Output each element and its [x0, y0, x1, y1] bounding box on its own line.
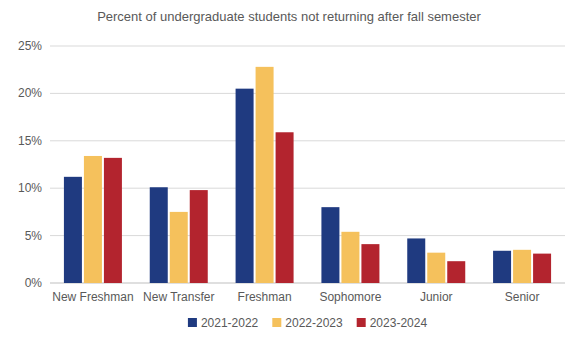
grid-line — [50, 46, 565, 47]
category-label: New Freshman — [52, 290, 133, 304]
bar — [256, 67, 274, 283]
bar — [84, 156, 102, 283]
legend-label: 2021-2022 — [201, 316, 259, 330]
tick-label: 10% — [18, 181, 42, 195]
bar — [533, 254, 551, 283]
legend-swatch — [272, 318, 281, 327]
grid-line — [50, 188, 565, 189]
grid-line — [50, 93, 565, 94]
tick-label: 20% — [18, 86, 42, 100]
legend-label: 2022-2023 — [285, 316, 343, 330]
bar — [493, 251, 511, 283]
bar — [170, 212, 188, 283]
tick-label: 25% — [18, 39, 42, 53]
bar — [341, 232, 359, 283]
legend: 2021-2022 2022-2023 2023-2024 — [188, 316, 427, 330]
legend-swatch — [188, 318, 197, 327]
tick-label: 0% — [25, 276, 43, 290]
category-label: Freshman — [238, 290, 292, 304]
category-label: Sophomore — [319, 290, 381, 304]
grid-line — [50, 283, 565, 284]
category-label: New Transfer — [143, 290, 214, 304]
bar — [236, 89, 254, 283]
legend-swatch — [357, 318, 366, 327]
bar — [407, 238, 425, 283]
bar — [427, 253, 445, 283]
grid-line — [50, 140, 565, 141]
bar — [321, 207, 339, 283]
bar — [276, 132, 294, 283]
legend-label: 2023-2024 — [370, 316, 428, 330]
title: Percent of undergraduate students not re… — [97, 9, 481, 24]
bar — [150, 187, 168, 283]
bars — [64, 67, 551, 283]
bar — [190, 190, 208, 283]
tick-label: 15% — [18, 134, 42, 148]
bar — [513, 250, 531, 283]
bar — [64, 177, 82, 283]
bar — [447, 261, 465, 283]
bar — [361, 244, 379, 283]
category-label: Junior — [420, 290, 453, 304]
bar — [104, 158, 122, 283]
grid-line — [50, 235, 565, 236]
chart: Percent of undergraduate students not re… — [0, 0, 578, 342]
tick-label: 5% — [25, 229, 43, 243]
category-label: Senior — [505, 290, 540, 304]
